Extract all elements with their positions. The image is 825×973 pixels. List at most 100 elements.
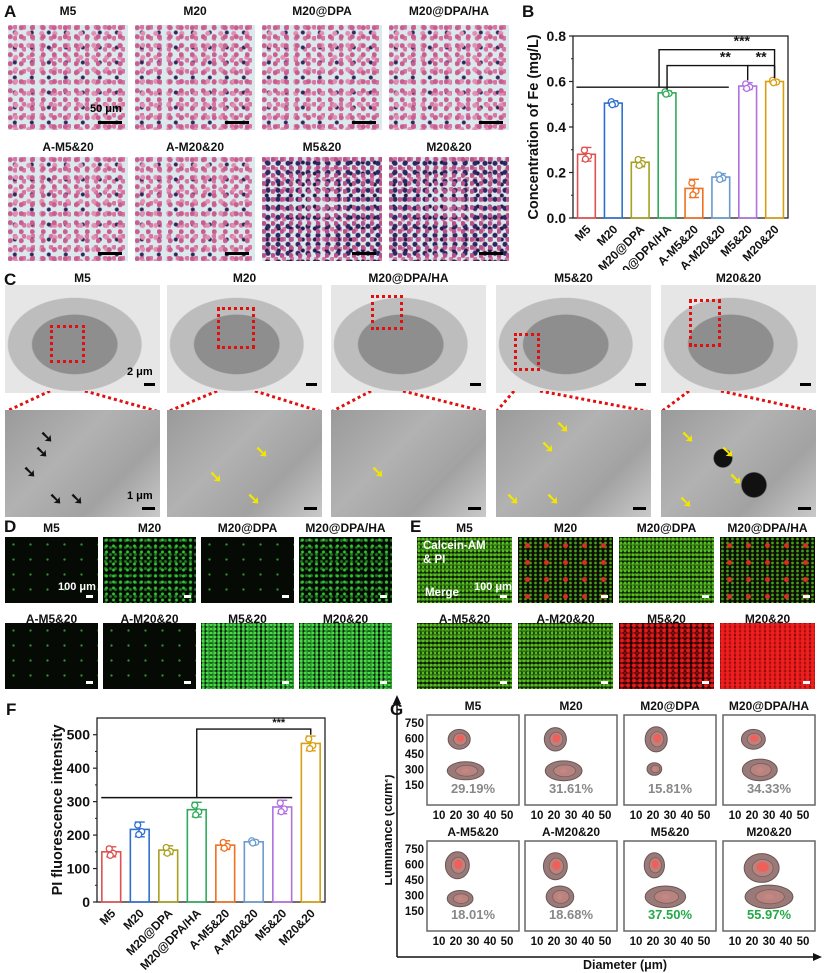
connector-line [5, 391, 51, 412]
scale-bar [225, 121, 249, 124]
live-dead-merge-image [518, 623, 613, 689]
image-title: M5&20 [302, 140, 342, 154]
density-peak [456, 734, 465, 742]
subplot-title: M20 [559, 699, 583, 713]
zoom-connector-lines [5, 391, 160, 412]
fluorescence-image [201, 623, 294, 689]
connector-line [331, 391, 372, 412]
yellow-arrow-icon: ➘ [209, 469, 223, 486]
contour-subplot: M5 750 600 450 300 150 10 20 30 40 50 29.19% [405, 699, 520, 822]
tem-overview-image [661, 285, 816, 393]
x-tick-label: 10 [630, 936, 643, 948]
bar [243, 840, 264, 903]
x-tick-label: 30 [467, 810, 480, 822]
x-tick-label: 50 [698, 936, 711, 948]
density-peak [764, 893, 774, 900]
x-tick-label: 30 [763, 810, 776, 822]
subplot-frame [524, 714, 618, 806]
yellow-arrow-icon: ➘ [546, 491, 560, 508]
scale-bar [282, 595, 289, 598]
bar [764, 80, 785, 219]
x-tick-label: 10 [729, 810, 742, 822]
density-peak [756, 767, 764, 773]
histology-image [262, 157, 382, 261]
x-tick-label: 50 [501, 936, 514, 948]
image-title: M20@DPA/HA [305, 521, 386, 535]
image-title: M20&20 [322, 612, 369, 626]
data-point [716, 175, 724, 184]
x-tick-label: 30 [664, 936, 677, 948]
panel-b-label: B [522, 2, 535, 21]
histology-image [389, 157, 509, 261]
density-peak [461, 768, 470, 774]
bar [738, 85, 758, 219]
scale-bar [702, 681, 709, 684]
scale-bar [500, 595, 507, 598]
histology-image: 50 μm [8, 25, 128, 130]
y-axis-label: Luminance (cd/m²) [385, 774, 395, 885]
image-title: A-M5&20 [25, 612, 78, 626]
tem-overview-image [331, 285, 486, 393]
image-title: M20&20 [426, 140, 472, 154]
y-tick-label: 0.2 [547, 165, 567, 181]
scale-bar [479, 252, 503, 255]
y-tick-label: 0.0 [547, 210, 567, 226]
data-point [306, 744, 314, 753]
tem-zoomed-image: ➘ ➘ ➘ ➘ [496, 410, 651, 517]
image-title: M20@DPA [217, 521, 278, 535]
y-tick-label: 300 [67, 794, 91, 810]
scale-bar [500, 681, 507, 684]
fluorescence-image [201, 537, 294, 603]
scale-bar [803, 681, 810, 684]
x-tick-label: 20 [647, 810, 660, 822]
density-peak [653, 733, 662, 743]
image-title: M20 [183, 4, 207, 18]
x-tick-label: 40 [681, 810, 694, 822]
live-dead-merge-image [720, 537, 815, 603]
data-point [689, 191, 697, 199]
subplot-title: A-M20&20 [542, 825, 600, 839]
tem-overview-image [496, 285, 651, 393]
tem-zoomed-image: ➘ ➘ ➘ ➘ [661, 410, 816, 517]
fe-concentration-bar-chart: 0.0 0.2 0.4 0.6 0.8 Concentration of Fe (mg/L… [526, 28, 789, 270]
x-tick-label: M5 [97, 906, 119, 928]
connector-line [661, 391, 690, 412]
scale-bar [380, 595, 387, 598]
data-point [163, 849, 171, 857]
contour-subplot: A-M5&20 750 600 450 300 150 10 20 30 40 50 18.01% [405, 825, 520, 948]
zoom-region-box [50, 325, 85, 363]
density-peak [557, 894, 563, 900]
data-point [608, 101, 616, 109]
x-tick-label: 50 [698, 810, 711, 822]
data-point [220, 844, 228, 852]
subplot-title: M5 [465, 699, 482, 713]
x-tick-label: 40 [681, 936, 694, 948]
bar [603, 102, 623, 219]
panel-c-label: C [4, 270, 17, 289]
image-title: M5&20 [647, 612, 686, 626]
scale-bar [86, 681, 93, 684]
y-tick-label: 450 [405, 749, 424, 761]
scale-bar [803, 595, 810, 598]
subplot-title: M20&20 [746, 825, 792, 839]
image-title: M20 [553, 521, 578, 535]
stain-label: & PI [423, 554, 446, 566]
x-tick-label: 10 [531, 810, 544, 822]
image-title: M5 [74, 271, 91, 285]
yellow-arrow-icon: ➘ [506, 491, 520, 508]
yellow-arrow-icon: ➘ [247, 491, 261, 508]
x-tick-label: 50 [797, 810, 810, 822]
tem-zoomed-image: ➘ ➘ ➘ [167, 410, 322, 517]
data-point [743, 84, 751, 93]
contour-subplot: M5&20 10 20 30 40 50 37.50% [623, 825, 717, 948]
fluorescence-image [299, 623, 392, 689]
fluorescence-image [5, 623, 98, 689]
subplot-frame [426, 840, 520, 932]
scale-bar [282, 681, 289, 684]
scale-bar [800, 383, 811, 386]
connector-line [496, 391, 516, 412]
image-title: M20&20 [744, 612, 791, 626]
scale-bar [468, 507, 481, 510]
yellow-arrow-icon: ➘ [729, 471, 743, 488]
